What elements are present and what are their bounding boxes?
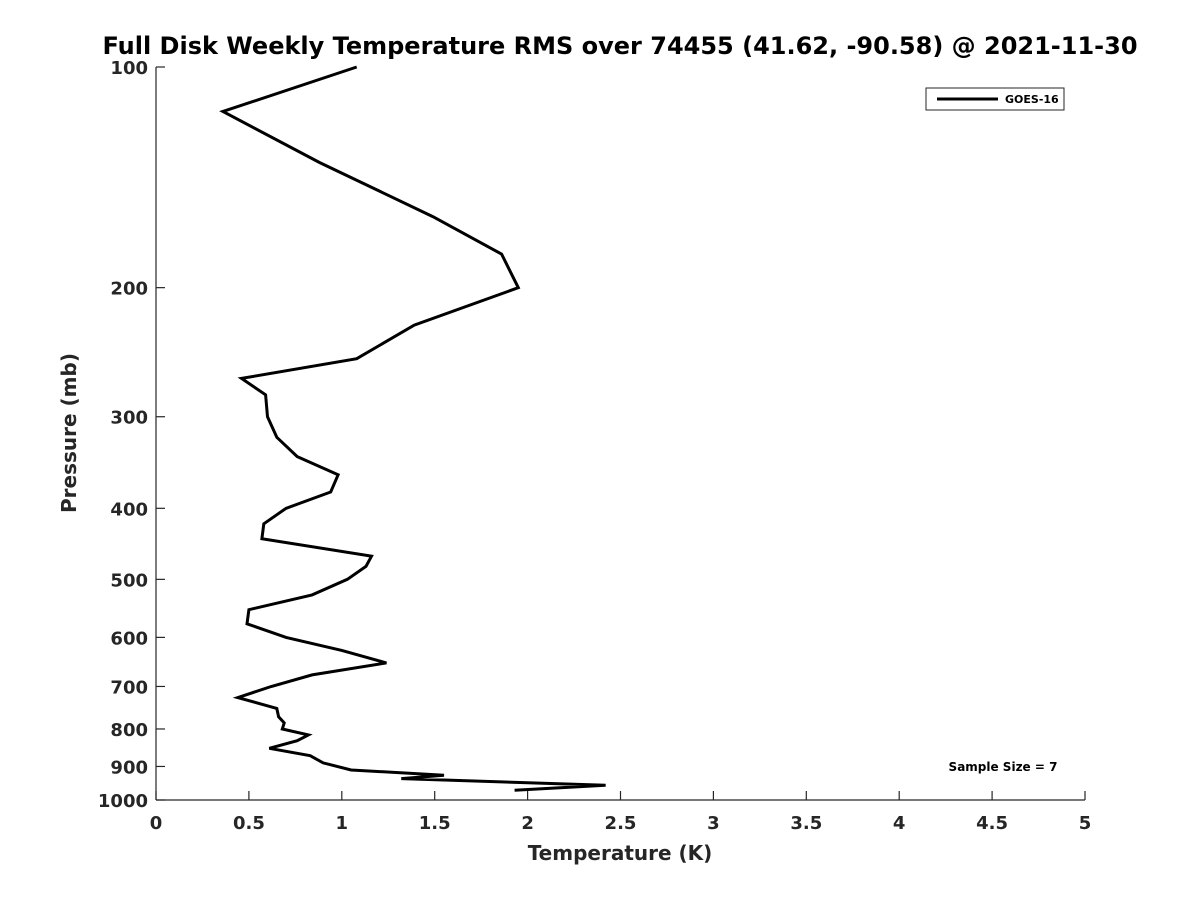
x-tick-label: 2 xyxy=(521,813,534,834)
chart-title: Full Disk Weekly Temperature RMS over 74… xyxy=(102,32,1137,60)
x-tick-label: 0.5 xyxy=(233,813,265,834)
x-tick-label: 1.5 xyxy=(419,813,451,834)
x-tick-label: 4 xyxy=(893,813,906,834)
x-tick-label: 4.5 xyxy=(976,813,1008,834)
x-axis-ticks: 0 0.5 1 1.5 2 2.5 3 3.5 4 4.5 5 xyxy=(150,791,1092,834)
series-layer xyxy=(219,65,606,792)
y-axis-label: Pressure (mb) xyxy=(57,353,81,513)
y-tick-label: 600 xyxy=(110,628,148,649)
y-tick-label: 900 xyxy=(110,757,148,778)
y-tick-label: 400 xyxy=(110,499,148,520)
x-tick-label: 0 xyxy=(150,813,163,834)
plot-axes xyxy=(155,67,1085,801)
y-tick-label: 800 xyxy=(110,720,148,741)
y-axis-ticks: 100 200 300 400 500 600 700 800 900 1000 xyxy=(98,58,165,812)
y-tick-label: 300 xyxy=(110,408,148,429)
legend: GOES-16 xyxy=(925,87,1065,111)
y-tick-label: 1000 xyxy=(98,791,148,812)
x-tick-label: 3.5 xyxy=(790,813,822,834)
y-tick-label: 500 xyxy=(110,570,148,591)
x-tick-label: 2.5 xyxy=(605,813,637,834)
x-axis-label: Temperature (K) xyxy=(528,841,713,865)
series-line-goes-16 xyxy=(219,65,606,792)
y-tick-label: 700 xyxy=(110,677,148,698)
x-tick-label: 3 xyxy=(707,813,720,834)
x-tick-label: 1 xyxy=(336,813,349,834)
y-tick-label: 100 xyxy=(110,58,148,79)
x-tick-label: 5 xyxy=(1079,813,1092,834)
y-tick-label: 200 xyxy=(110,279,148,300)
legend-entry-goes-16: GOES-16 xyxy=(1005,93,1059,106)
sample-size-annotation: Sample Size = 7 xyxy=(949,760,1058,774)
